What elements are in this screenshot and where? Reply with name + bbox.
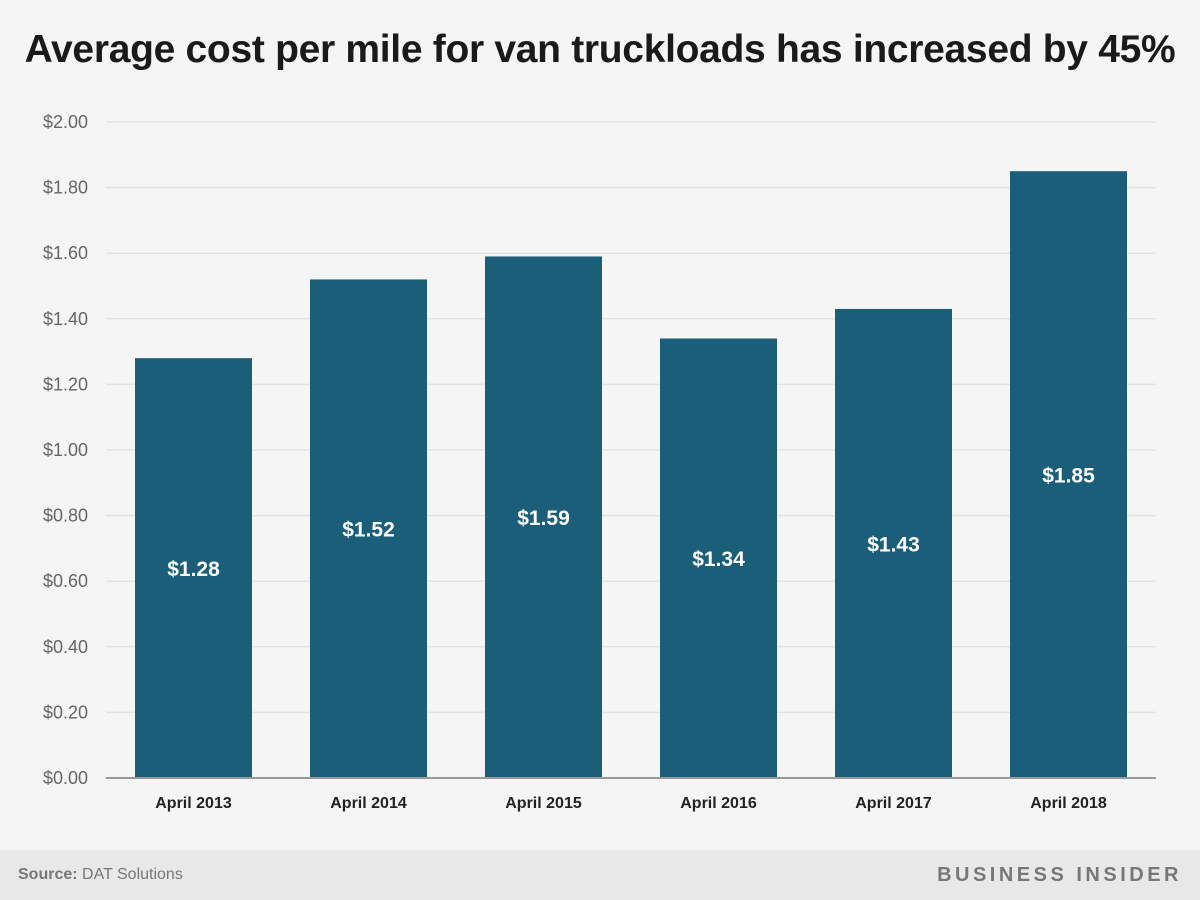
bars <box>135 171 1127 779</box>
bar-value-label: $1.52 <box>342 519 395 542</box>
bar-value-label: $1.59 <box>517 507 570 530</box>
x-tick-label: April 2018 <box>1030 795 1107 812</box>
bar-chart: $0.00 $0.20 $0.40 $0.60 $0.80 $1.00 $1.20 $1.40… <box>43 112 1156 812</box>
y-tick-label: $1.40 <box>43 309 88 329</box>
y-tick-label: $1.80 <box>43 178 88 198</box>
bar <box>835 308 952 778</box>
x-tick-label: April 2013 <box>155 795 232 812</box>
source-text: DAT Solutions <box>82 866 183 883</box>
bar-value-label: $1.43 <box>867 533 920 556</box>
y-tick-label: $0.40 <box>43 637 88 657</box>
bar-value-label: $1.28 <box>167 558 220 581</box>
chart-title: Average cost per mile for van truckloads… <box>24 28 1176 71</box>
y-axis-tick-labels: $0.00 $0.20 $0.40 $0.60 $0.80 $1.00 $1.20 $1.40… <box>43 112 88 788</box>
x-tick-label: April 2014 <box>330 795 407 812</box>
bar-value-labels: $1.28 $1.52 $1.59 $1.34 $1.43 $1.85 <box>167 465 1095 581</box>
y-tick-label: $0.00 <box>43 768 88 788</box>
x-tick-label: April 2015 <box>505 795 582 812</box>
y-tick-label: $1.20 <box>43 374 88 394</box>
bar <box>485 256 602 779</box>
bar <box>310 279 427 778</box>
bar-value-label: $1.85 <box>1042 465 1095 488</box>
gridlines <box>106 121 1156 714</box>
source-label: Source: <box>18 866 78 883</box>
y-tick-label: $2.00 <box>43 112 88 132</box>
y-tick-label: $1.00 <box>43 440 88 460</box>
bar <box>1010 171 1127 778</box>
bar <box>135 358 252 778</box>
brand-logo: BUSINESS INSIDER <box>937 864 1182 886</box>
y-tick-label: $0.80 <box>43 506 88 526</box>
x-axis-tick-labels: April 2013 April 2014 April 2015 April 2016… <box>155 795 1107 812</box>
bar <box>660 338 777 778</box>
source-note: Source: DAT Solutions <box>18 866 183 884</box>
y-tick-label: $1.60 <box>43 243 88 263</box>
y-tick-label: $0.20 <box>43 702 88 722</box>
x-tick-label: April 2017 <box>855 795 932 812</box>
bar-value-label: $1.34 <box>692 548 745 571</box>
y-tick-label: $0.60 <box>43 571 88 591</box>
x-tick-label: April 2016 <box>680 795 757 812</box>
footer: Source: DAT Solutions BUSINESS INSIDER <box>0 850 1200 900</box>
